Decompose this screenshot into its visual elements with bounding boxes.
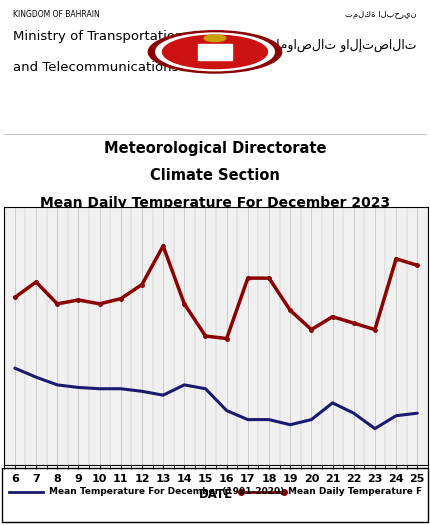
Circle shape [148,30,282,73]
Text: Mean Daily Temperature For December 2023: Mean Daily Temperature For December 2023 [40,196,390,211]
Bar [198,44,232,60]
Text: Mean Temperature For December (1991-2020): Mean Temperature For December (1991-2020… [49,487,285,496]
Text: Ministry of Transportation: Ministry of Transportation [13,30,184,43]
Circle shape [163,35,267,69]
Text: KINGDOM OF BAHRAIN: KINGDOM OF BAHRAIN [13,9,100,18]
Text: and Telecommunications: and Telecommunications [13,61,178,75]
Text: Mean Daily Temperature F: Mean Daily Temperature F [288,487,422,496]
Text: Meteorological Directorate: Meteorological Directorate [104,142,326,156]
Text: وزارة المواصلات والإتصالات: وزارة المواصلات والإتصالات [236,38,417,51]
X-axis label: DATE: DATE [199,488,233,501]
Circle shape [204,35,226,41]
Text: تملكة البحرين: تملكة البحرين [345,9,417,18]
Text: Climate Section: Climate Section [150,168,280,183]
Circle shape [156,33,274,71]
